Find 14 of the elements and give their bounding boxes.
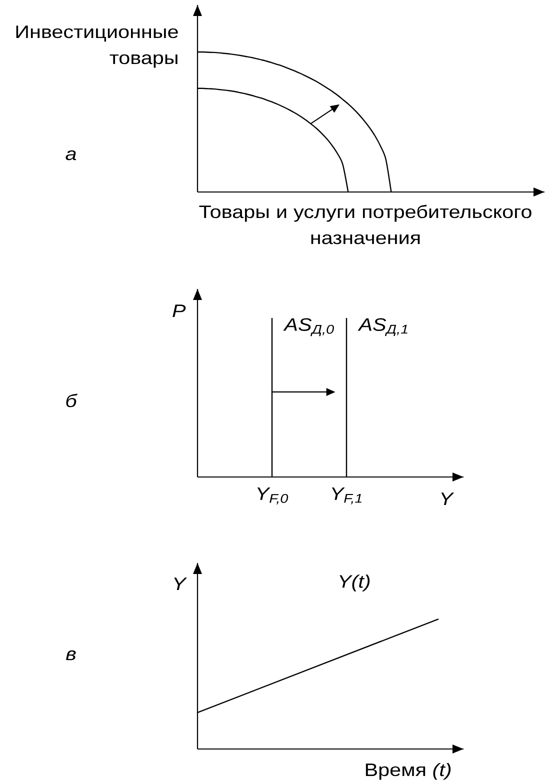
text: Y(t)	[340, 574, 370, 592]
series-label: AS$_{Д,0}$	[283, 318, 334, 336]
text: в	[66, 650, 76, 660]
y-axis-title: Y	[174, 578, 188, 590]
y-axis-title: P	[172, 304, 186, 318]
x-axis-title: Время (t)	[366, 762, 451, 780]
y-axis-title: Инвестиционные товары	[16, 26, 178, 68]
x-axis-title: Товары и услуги потребительского назначения	[199, 204, 532, 244]
x-axis-title: Y	[441, 492, 454, 506]
x-tick-label: Y$_{F,0}$	[257, 488, 288, 504]
text: а	[66, 150, 76, 160]
x-tick-label: Y$_{F,1}$	[332, 488, 362, 504]
text: б	[66, 394, 78, 408]
series-label: AS$_{Д,1}$	[358, 318, 408, 336]
